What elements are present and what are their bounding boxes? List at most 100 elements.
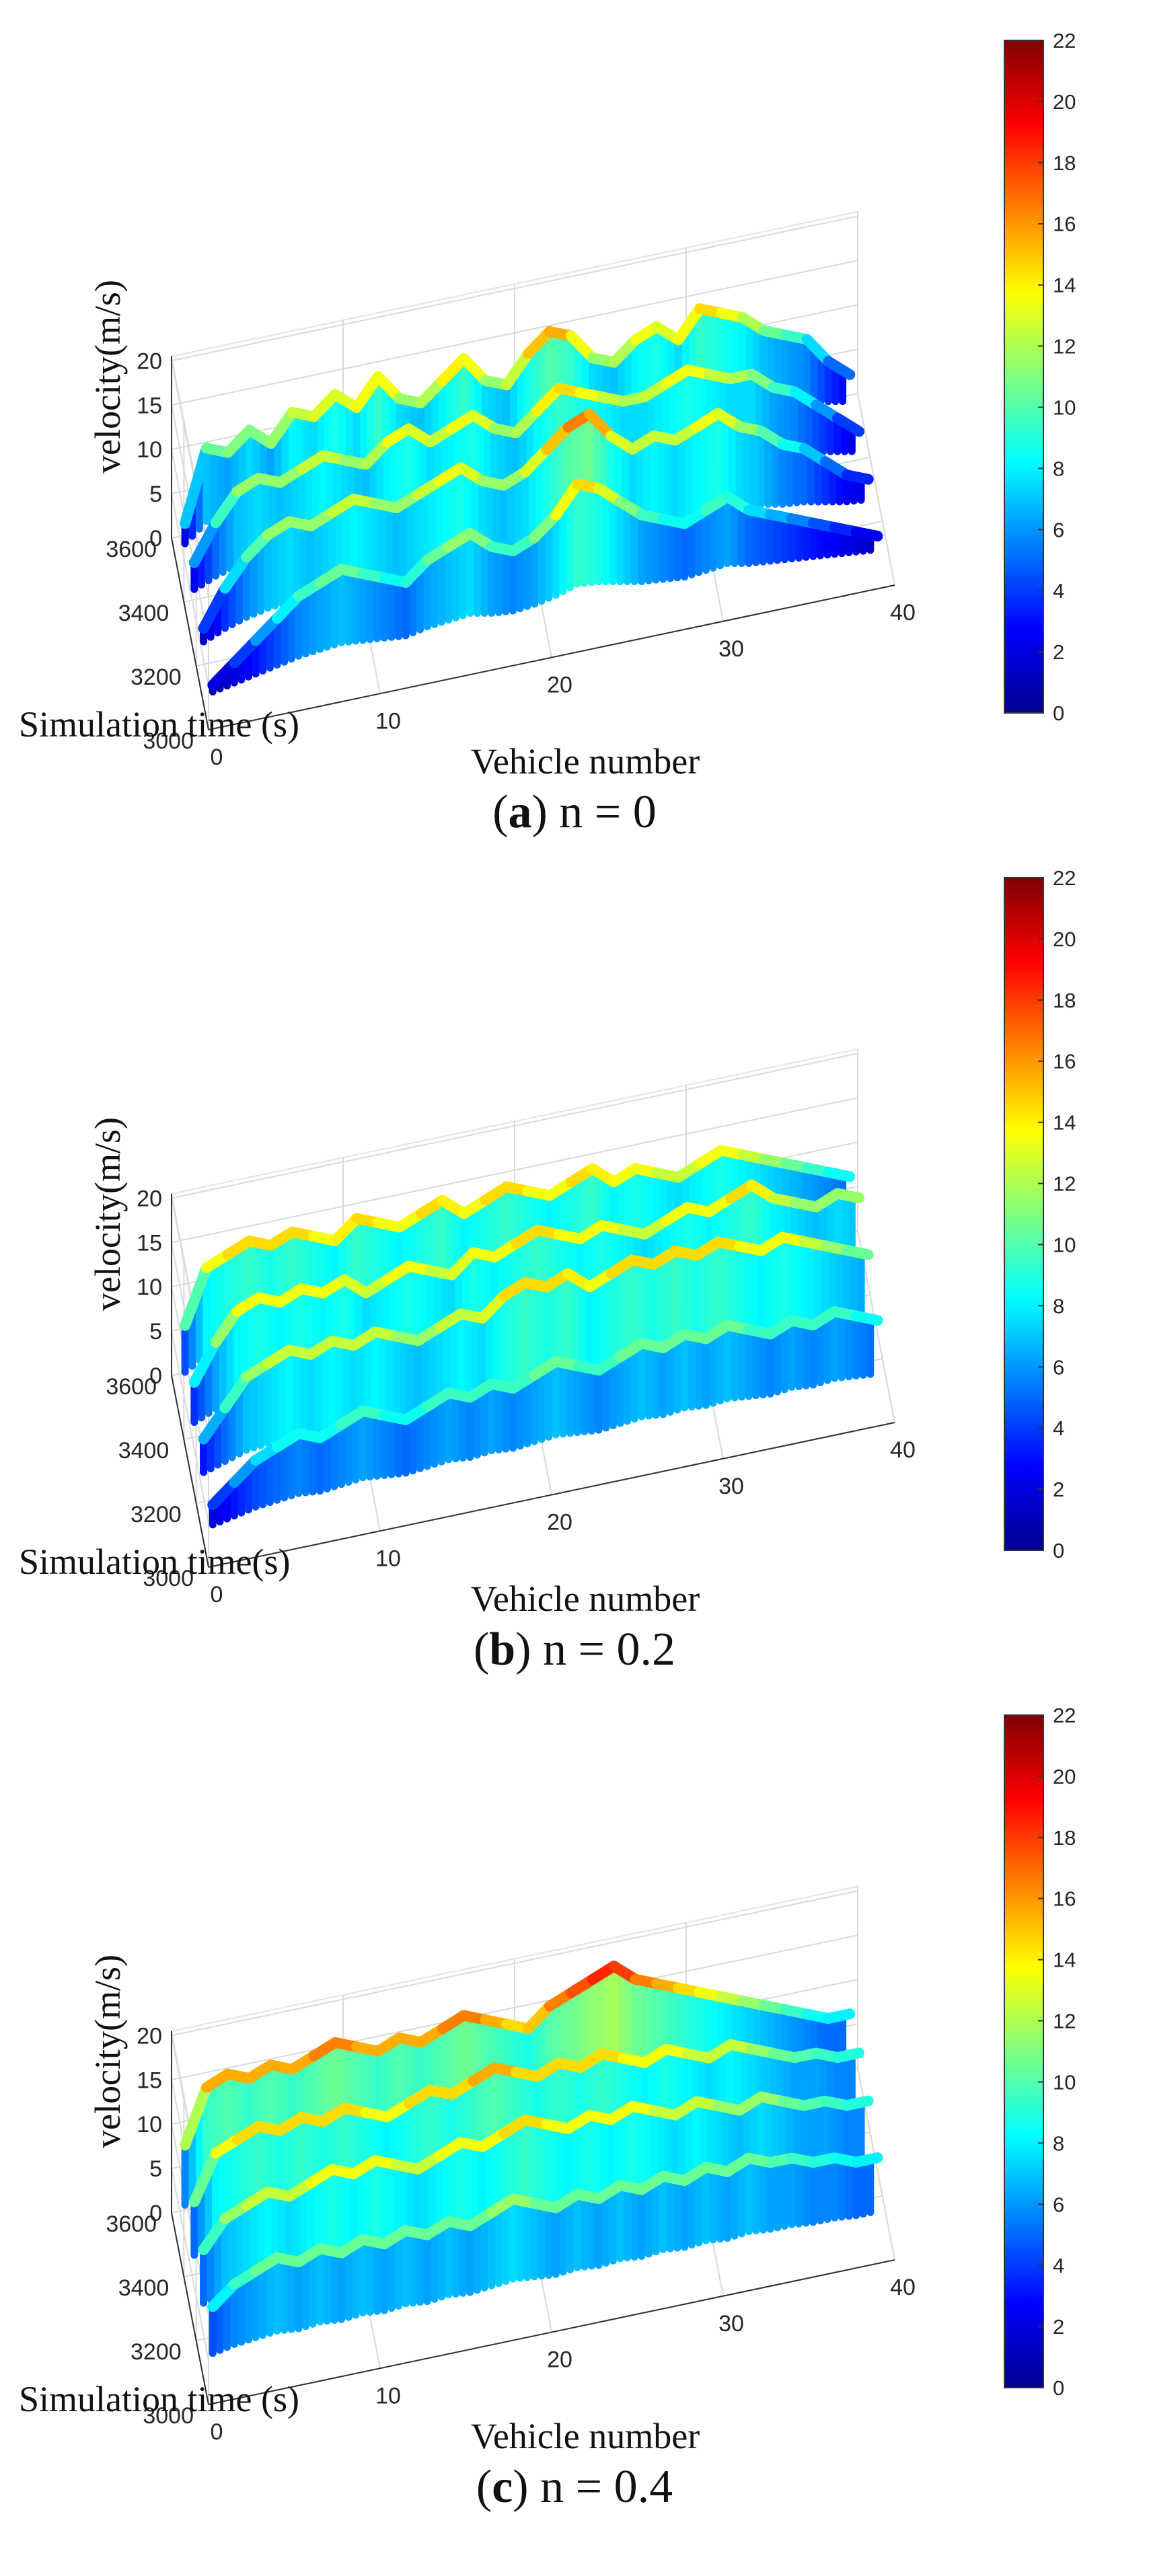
y-tick-label: 3000 xyxy=(143,728,194,754)
y-tick-label: 3600 xyxy=(106,2211,157,2237)
z-axis-label: velocity(m/s) xyxy=(87,1955,128,2148)
chart-panel-a: 010203040300032003400360005101520Vehicle… xyxy=(19,29,1076,838)
z-tick-label: 5 xyxy=(149,2156,162,2182)
y-axis-label: Simulation time (s) xyxy=(19,2379,299,2419)
surface-ridge xyxy=(841,469,874,485)
surface-ridge xyxy=(180,1262,212,1331)
x-axis-label: Vehicle number xyxy=(471,741,700,782)
y-tick-label: 3600 xyxy=(106,1374,157,1400)
x-tick-label: 30 xyxy=(718,2311,744,2337)
z-tick-label: 10 xyxy=(137,437,162,463)
x-tick-label: 20 xyxy=(547,1510,572,1536)
surface-ridge xyxy=(673,303,706,346)
x-tick-label: 40 xyxy=(890,2275,916,2300)
y-axis-line xyxy=(171,537,209,730)
surface-ridge xyxy=(850,526,883,542)
z-tick-label: 0 xyxy=(149,2201,162,2226)
y-tick-label: 3200 xyxy=(131,1502,182,1527)
colorbar-tick-label: 22 xyxy=(1053,29,1076,52)
surface-ridge xyxy=(850,1310,883,1326)
colorbar-tick-label: 20 xyxy=(1053,927,1076,951)
z-tick-label: 0 xyxy=(149,1363,162,1389)
surface-ridge xyxy=(219,1371,252,1414)
z-tick-label: 15 xyxy=(137,393,162,418)
x-tick-label: 30 xyxy=(718,636,744,662)
colorbar-tick-label: 8 xyxy=(1053,457,1064,480)
surface-group xyxy=(180,1961,883,2357)
colorbar-tick-label: 8 xyxy=(1053,2131,1064,2155)
x-tick-label: 20 xyxy=(547,2347,572,2373)
z-tick-label: 20 xyxy=(137,1186,162,1211)
y-tick-label: 3400 xyxy=(118,2275,170,2301)
surface-ridge xyxy=(188,2148,221,2207)
surface-ridge xyxy=(832,1188,864,1203)
chart-panel-c: 010203040300032003400360005101520Vehicle… xyxy=(19,1704,1076,2513)
surface-ridge xyxy=(841,2095,874,2111)
surface-ridge xyxy=(841,1244,874,1260)
surface-ridge xyxy=(198,1402,231,1445)
colorbar-tick-label: 0 xyxy=(1053,2376,1064,2400)
colorbar-tick-label: 14 xyxy=(1053,274,1076,297)
colorbar-tick-label: 20 xyxy=(1053,1765,1076,1788)
x-tick-label: 30 xyxy=(718,1474,744,1499)
colorbar-tick-label: 8 xyxy=(1053,1294,1064,1318)
x-tick-label: 10 xyxy=(375,708,401,734)
colorbar-tick-label: 0 xyxy=(1053,702,1064,725)
x-tick-label: 0 xyxy=(211,745,223,770)
colorbar-tick-label: 2 xyxy=(1053,2315,1064,2339)
surface-ridge xyxy=(501,348,534,391)
z-tick-label: 5 xyxy=(149,482,162,507)
colorbar-tick-label: 6 xyxy=(1053,1355,1064,1379)
colorbar-tick-label: 14 xyxy=(1053,1948,1076,1972)
surface-ridge xyxy=(188,1336,221,1388)
surface-ridge xyxy=(823,1166,856,1182)
panel-caption: (a) n = 0 xyxy=(492,786,657,838)
surface-ridge xyxy=(210,486,243,529)
y-tick-label: 3400 xyxy=(118,1438,170,1464)
y-tick-label: 3000 xyxy=(143,1566,194,1591)
colorbar-tick-label: 20 xyxy=(1053,90,1076,114)
y-tick-label: 3600 xyxy=(106,537,157,562)
colorbar-tick-label: 18 xyxy=(1053,151,1076,175)
colorbar xyxy=(1004,877,1044,1551)
x-axis-label: Vehicle number xyxy=(471,2416,700,2456)
colorbar-tick-label: 12 xyxy=(1053,335,1076,358)
colorbar-tick-label: 6 xyxy=(1053,2193,1064,2216)
colorbar-tick-label: 18 xyxy=(1053,989,1076,1012)
colorbar-tick-label: 0 xyxy=(1053,1539,1064,1562)
x-tick-label: 20 xyxy=(547,673,572,698)
x-tick-label: 40 xyxy=(890,600,916,626)
x-axis-line xyxy=(208,2259,895,2405)
colorbar-tick-label: 18 xyxy=(1053,1826,1076,1850)
surface-ridge xyxy=(823,356,856,381)
z-axis-label: velocity(m/s) xyxy=(87,1117,128,1311)
surface-ridge xyxy=(850,2152,883,2168)
surface-ridge xyxy=(180,2082,212,2151)
chart-panel-b: 010203040300032003400360005101520Vehicle… xyxy=(19,866,1076,1675)
surface-ridge xyxy=(823,2008,856,2024)
z-tick-label: 20 xyxy=(137,348,162,374)
colorbar-tick-label: 16 xyxy=(1053,1050,1076,1073)
y-tick-label: 3200 xyxy=(131,2339,182,2365)
z-tick-label: 15 xyxy=(137,2068,162,2093)
y-axis-label: Simulation time(s) xyxy=(19,1542,290,1582)
colorbar-tick-label: 2 xyxy=(1053,640,1064,664)
x-tick-label: 10 xyxy=(375,1546,401,1571)
surface-group xyxy=(180,303,883,695)
colorbar-tick-label: 4 xyxy=(1053,579,1064,603)
x-axis-line xyxy=(208,1422,895,1568)
colorbar xyxy=(1004,40,1044,714)
colorbar-tick-label: 14 xyxy=(1053,1111,1076,1135)
x-tick-label: 10 xyxy=(375,2383,401,2409)
surface-group xyxy=(180,1145,883,1529)
y-axis-line xyxy=(171,2212,209,2405)
surface-ridge xyxy=(198,582,231,634)
surface-ridge xyxy=(210,1305,243,1348)
y-tick-label: 3000 xyxy=(143,2403,194,2429)
x-tick-label: 0 xyxy=(211,2419,223,2445)
z-tick-label: 10 xyxy=(137,2112,162,2137)
surface-ridge xyxy=(198,2213,231,2256)
y-axis-line xyxy=(171,1375,209,1568)
colorbar-tick-label: 12 xyxy=(1053,1172,1076,1196)
